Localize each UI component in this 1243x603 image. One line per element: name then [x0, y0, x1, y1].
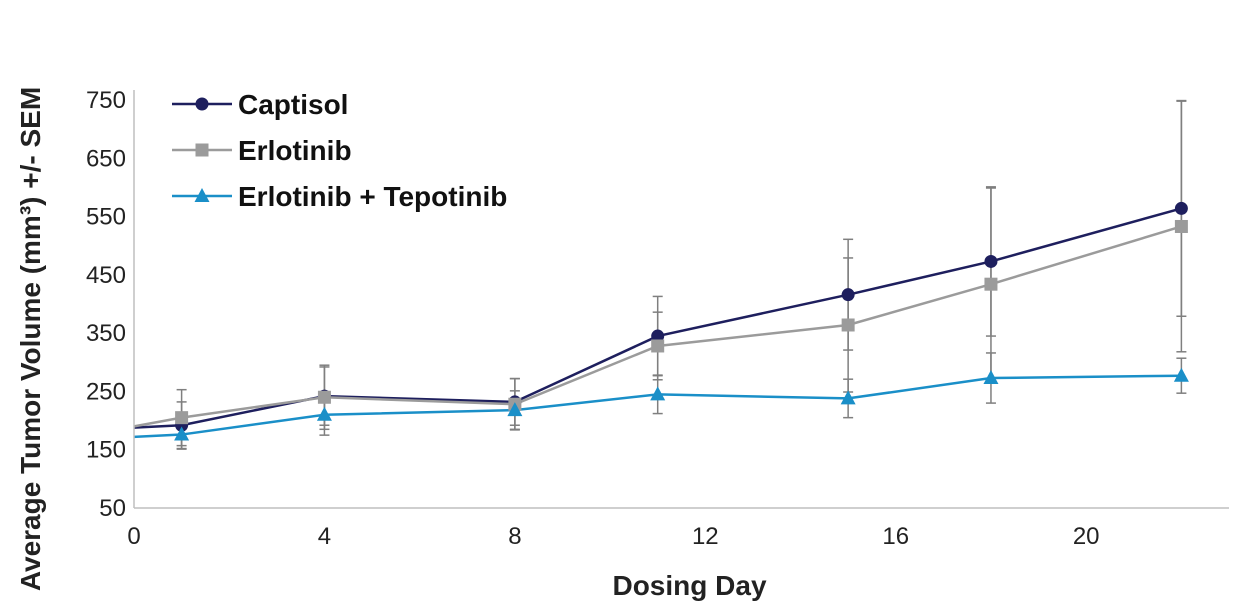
data-point: [841, 288, 855, 302]
y-axis-title: Average Tumor Volume (mm³) +/- SEM: [15, 87, 46, 591]
data-point: [507, 402, 523, 417]
axes: [133, 90, 1229, 509]
y-tick-label: 150: [86, 437, 126, 464]
data-point: [174, 426, 190, 441]
series-lines: [133, 207, 1182, 439]
data-point: [317, 390, 331, 404]
data-point: [841, 318, 855, 332]
legend-label: Erlotinib + Tepotinib: [238, 181, 507, 212]
x-tick-label: 16: [882, 523, 909, 550]
data-point: [983, 370, 999, 385]
series-line: [133, 225, 1182, 428]
data-point: [1174, 201, 1188, 215]
tick-labels: 50 150 250 350 450 550 650 750 0 4 8 12 16 20: [86, 87, 1100, 550]
y-tick-label: 550: [86, 204, 126, 231]
legend: Captisol Erlotinib Erlotinib + Tepotinib: [172, 89, 507, 212]
data-point: [651, 339, 665, 353]
data-point: [1173, 367, 1189, 382]
data-point: [650, 386, 666, 401]
x-tick-label: 12: [692, 523, 719, 550]
data-point: [840, 390, 856, 405]
y-tick-label: 750: [86, 87, 126, 114]
y-tick-label: 450: [86, 262, 126, 289]
legend-marker: [194, 188, 210, 202]
y-tick-label: 350: [86, 320, 126, 347]
y-tick-label: 250: [86, 378, 126, 405]
legend-label: Erlotinib: [238, 135, 352, 166]
series-markers: [174, 201, 1189, 441]
data-point: [984, 254, 998, 268]
x-tick-label: 0: [127, 523, 140, 550]
data-point: [651, 329, 665, 343]
series-line: [133, 207, 1182, 429]
data-point: [1174, 219, 1188, 233]
y-tick-label: 650: [86, 145, 126, 172]
data-point: [316, 406, 332, 421]
x-tick-label: 8: [508, 523, 521, 550]
legend-label: Captisol: [238, 89, 348, 120]
y-tick-label: 50: [99, 495, 126, 522]
x-axis-title: Dosing Day: [612, 570, 766, 601]
x-tick-label: 20: [1073, 523, 1100, 550]
legend-marker: [195, 143, 209, 157]
data-point: [984, 277, 998, 291]
x-tick-label: 4: [318, 523, 331, 550]
legend-marker: [195, 97, 209, 111]
series-line: [133, 374, 1182, 439]
data-point: [175, 411, 189, 425]
